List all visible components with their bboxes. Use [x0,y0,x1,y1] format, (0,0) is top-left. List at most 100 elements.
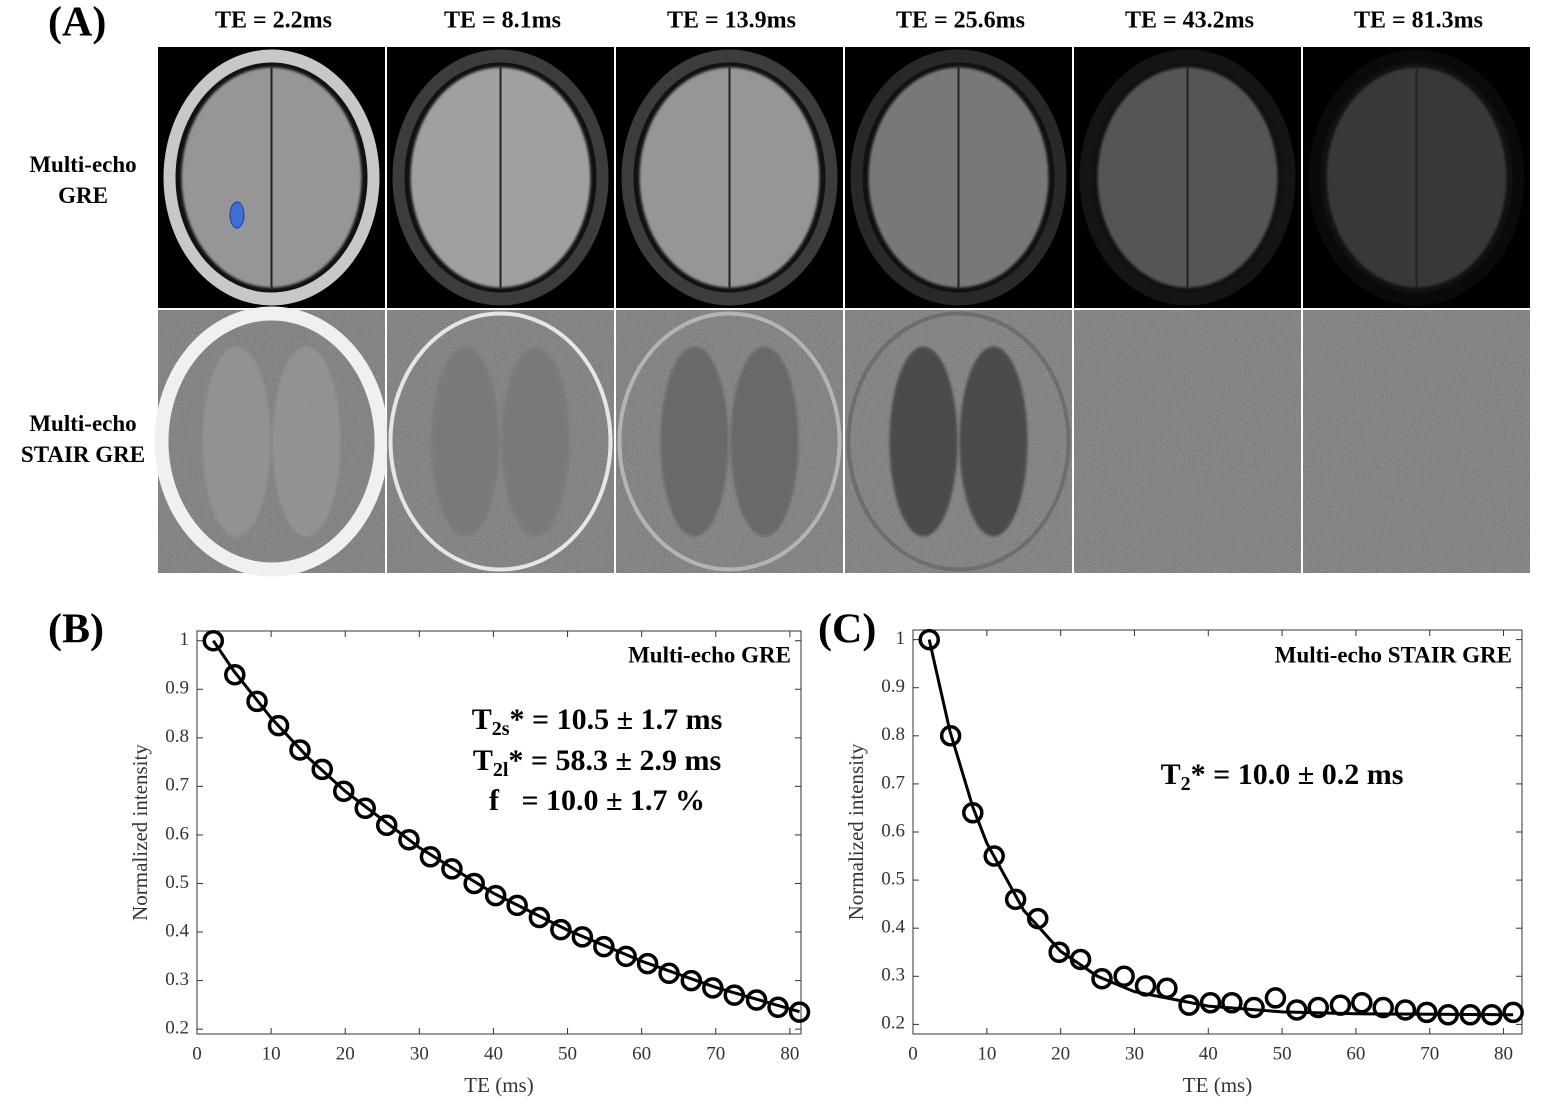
x-tick-label: 70 [706,1043,725,1064]
data-point [419,846,442,868]
x-tick-label: 20 [1051,1043,1070,1064]
plot-area [912,629,1523,1035]
data-point [571,926,594,948]
x-axis-label: TE (ms) [1183,1073,1252,1097]
y-tick-label: 0.7 [165,775,189,796]
data-point [1351,991,1373,1014]
row-label: Multi-echo [29,152,136,177]
te-label: TE = 43.2ms [1125,8,1254,34]
data-point [1004,888,1027,911]
data-point [658,962,680,985]
annotation-text: T [473,744,493,777]
x-tick-label: 60 [1346,1043,1365,1064]
data-point [484,884,507,907]
data-point [680,969,703,992]
data-point [1134,975,1157,997]
data-point [441,858,463,880]
data-point [1178,994,1200,1016]
annotation-subscript: 2 [1181,773,1191,795]
white-matter [431,346,500,537]
data-point [1069,948,1092,971]
data-point [1394,999,1417,1021]
data-point [528,906,551,929]
data-point [1372,996,1394,1019]
skull [154,306,389,577]
row-label: Multi-echo [29,411,136,436]
data-point [1459,1004,1482,1026]
data-point [1156,977,1178,1000]
y-tick-label: 0.9 [165,678,189,699]
annotation-text: * = 10.5 ± 1.7 ms [510,703,723,736]
data-point [962,802,984,824]
data-point [1243,996,1265,1019]
x-tick-label: 80 [1494,1043,1513,1064]
noise [616,310,843,573]
plot-area [196,630,802,1035]
te-label: TE = 13.9ms [667,8,796,34]
y-tick-label: 0.8 [165,726,189,747]
annotation-text: * = 58.3 ± 2.9 ms [508,744,721,777]
data-point [1437,1004,1459,1026]
data-point [224,663,246,686]
image-grid [154,47,1530,577]
data-point [1264,987,1287,1009]
data-point [550,918,572,941]
data-point [1329,994,1352,1016]
data-point [1048,941,1070,963]
noise [387,310,614,573]
te-label: TE = 8.1ms [444,8,561,34]
x-tick-label: 40 [484,1043,503,1064]
y-tick-label: 0.5 [881,868,905,889]
roi [229,201,245,229]
annotation-subscript: 2s [492,718,510,740]
data-point [332,780,355,802]
chart-title: Multi-echo GRE [628,642,791,667]
data-point [593,935,615,958]
data-point [788,1001,811,1023]
y-tick-label: 0.2 [165,1018,189,1039]
data-point [1199,991,1222,1014]
fit-curve [927,639,1514,1017]
data-point [463,872,485,895]
data-point [1416,1001,1438,1024]
y-axis-label: Normalized intensity [844,743,868,920]
x-tick-label: 80 [780,1043,799,1064]
data-point [289,739,311,761]
data-point [615,945,637,968]
data-point [745,989,768,1011]
y-tick-label: 0.3 [881,965,905,986]
x-tick-label: 60 [632,1043,651,1064]
x-tick-label: 10 [262,1043,281,1064]
data-point [246,690,268,713]
row-label: GRE [58,183,108,208]
y-tick-label: 0.4 [881,917,905,938]
noise [1303,310,1530,573]
x-tick-label: 30 [1125,1043,1144,1064]
white-matter [889,346,958,537]
data-point [1091,967,1113,990]
skull [846,311,1071,572]
data-point [398,829,420,851]
x-tick-label: 50 [1273,1043,1292,1064]
row-label: STAIR GRE [21,442,145,467]
panel-label: (B) [48,607,104,653]
white-matter [272,346,341,537]
annotation-subscript: 2l [493,759,509,781]
y-tick-label: 0.3 [165,969,189,990]
white-matter [959,346,1028,537]
y-tick-label: 0.6 [881,820,905,841]
data-point [939,725,962,747]
data-point [354,797,376,819]
white-matter [660,346,729,537]
data-point [267,714,290,737]
data-point [723,984,746,1006]
x-tick-label: 0 [192,1043,202,1064]
x-tick-label: 20 [336,1043,355,1064]
y-tick-label: 0.5 [165,872,189,893]
y-tick-label: 1 [896,628,906,649]
annotation-text: f = 10.0 ± 1.7 % [489,784,705,817]
annotation-text: T [1161,758,1181,791]
data-point [1221,991,1243,1014]
y-tick-label: 0.4 [165,920,189,941]
